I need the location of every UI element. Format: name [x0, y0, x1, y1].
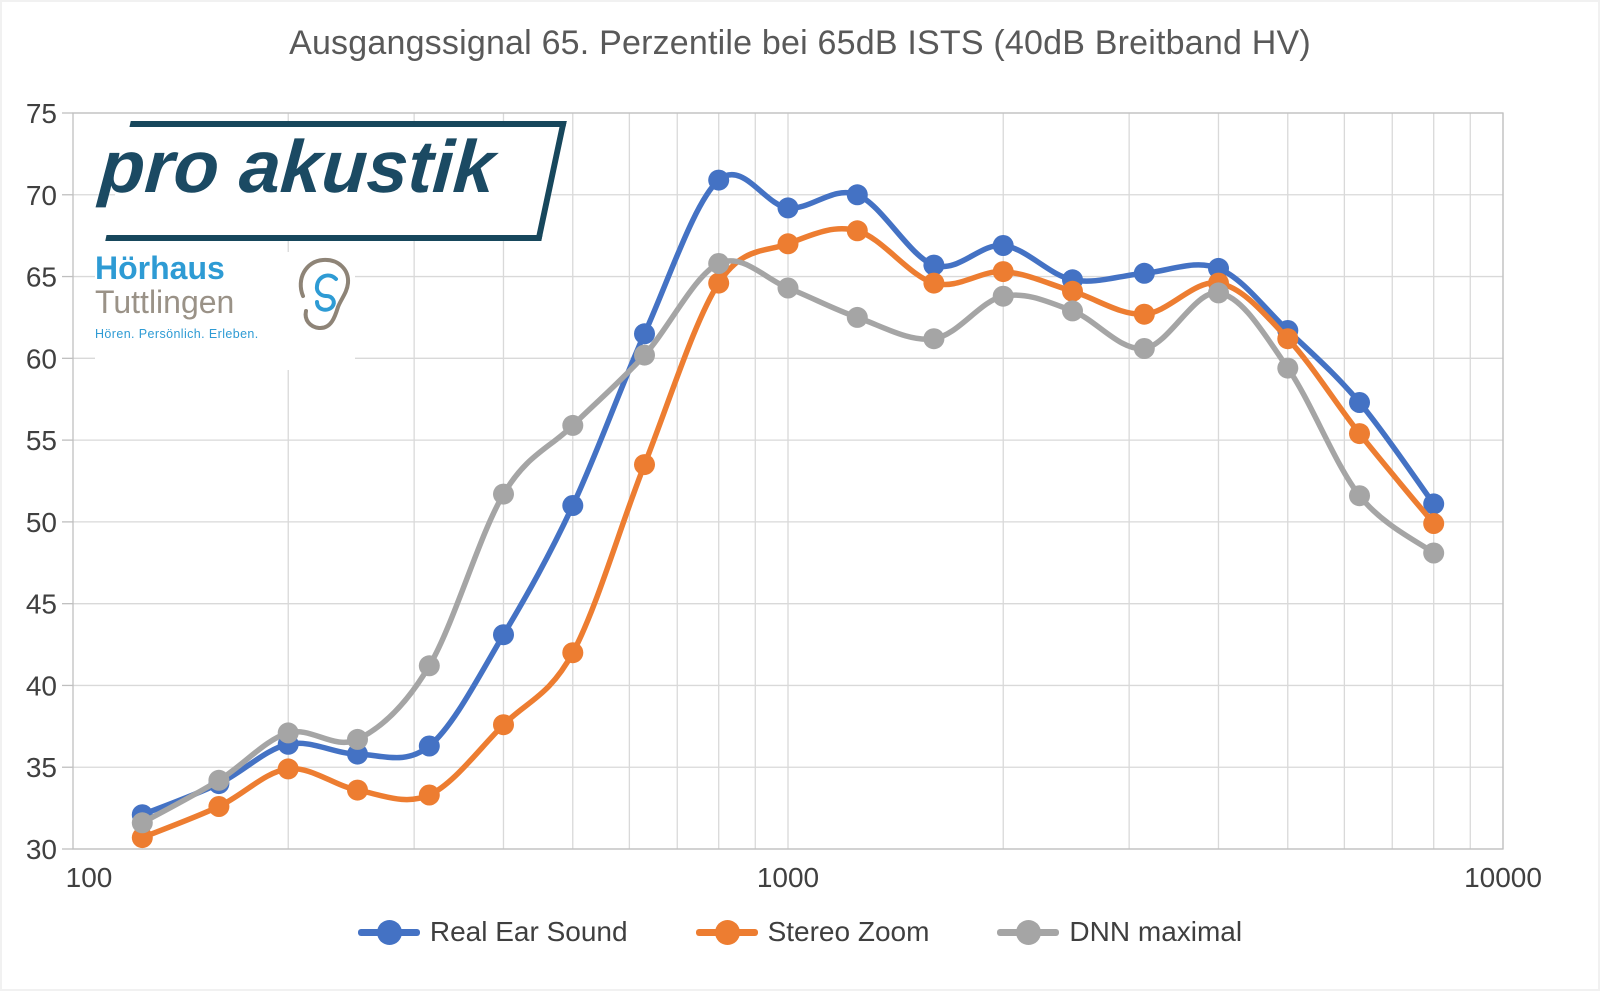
- data-point: [777, 277, 799, 299]
- data-point: [1423, 513, 1445, 534]
- x-axis-labels: 100 1000 10000: [66, 862, 1542, 893]
- data-point: [1349, 485, 1370, 507]
- legend-marker-icon: [357, 919, 420, 945]
- data-point: [131, 827, 153, 849]
- hoerhaus-tagline: Hören. Persönlich. Erleben.: [95, 327, 259, 342]
- data-point: [923, 328, 945, 350]
- data-point: [277, 758, 299, 780]
- data-point: [418, 784, 440, 806]
- svg-text:75: 75: [26, 98, 57, 129]
- data-point: [634, 344, 655, 366]
- data-point: [708, 253, 730, 274]
- svg-text:65: 65: [26, 262, 57, 293]
- data-point: [992, 285, 1014, 307]
- data-point: [634, 454, 655, 476]
- data-point: [1208, 257, 1229, 279]
- data-point: [1208, 282, 1229, 304]
- data-point: [777, 233, 799, 255]
- data-point: [923, 254, 945, 276]
- series-stereo-zoom: [131, 220, 1445, 849]
- svg-text:45: 45: [26, 589, 57, 620]
- legend-label: DNN maximal: [1069, 916, 1243, 947]
- data-point: [923, 272, 945, 294]
- data-point: [493, 483, 514, 505]
- data-point: [418, 655, 440, 677]
- svg-text:35: 35: [26, 752, 57, 783]
- data-point: [1062, 280, 1083, 302]
- data-point: [992, 235, 1014, 256]
- data-point: [208, 769, 230, 791]
- svg-text:100: 100: [66, 862, 113, 893]
- data-point: [1277, 328, 1299, 350]
- chart-legend: Real Ear Sound Stereo Zoom DNN maximal: [0, 916, 1600, 948]
- data-point: [131, 812, 153, 834]
- svg-text:10000: 10000: [1464, 862, 1542, 893]
- data-point: [277, 722, 299, 744]
- data-point: [418, 735, 440, 757]
- legend-marker-icon: [695, 919, 758, 945]
- legend-label: Stereo Zoom: [767, 916, 930, 947]
- legend-marker-icon: [997, 919, 1060, 945]
- data-point: [1423, 493, 1445, 515]
- legend-item-dnn-maximal: DNN maximal: [997, 916, 1242, 948]
- svg-text:70: 70: [26, 180, 57, 211]
- data-point: [562, 414, 584, 436]
- data-point: [347, 779, 368, 801]
- y-axis-tick-marks: [62, 112, 73, 850]
- data-point: [347, 728, 368, 750]
- legend-item-real-ear-sound: Real Ear Sound: [357, 916, 628, 948]
- hoerhaus-name: Hörhaus: [95, 250, 225, 286]
- pro-akustik-logo-text: pro akustik: [97, 125, 498, 208]
- legend-item-stereo-zoom: Stereo Zoom: [695, 916, 930, 948]
- series-dnn-maximal: [131, 253, 1445, 834]
- svg-text:55: 55: [26, 425, 57, 456]
- data-point: [1423, 542, 1445, 564]
- data-point: [493, 714, 514, 736]
- svg-text:30: 30: [26, 834, 57, 865]
- data-point: [562, 642, 584, 664]
- data-point: [992, 261, 1014, 283]
- ear-icon: [298, 257, 351, 331]
- data-point: [1277, 357, 1299, 379]
- svg-text:1000: 1000: [757, 862, 819, 893]
- data-point: [1349, 423, 1370, 445]
- svg-text:40: 40: [26, 670, 57, 701]
- hoerhaus-city: Tuttlingen: [95, 283, 235, 320]
- data-point: [708, 272, 730, 294]
- data-point: [1133, 303, 1155, 325]
- svg-text:50: 50: [26, 507, 57, 538]
- data-point: [846, 306, 868, 328]
- y-axis-labels: 30 35 40 45 50 55 60 65 70 75: [26, 98, 57, 865]
- data-point: [846, 220, 868, 242]
- data-point: [208, 796, 230, 817]
- plot-border: [72, 112, 1504, 850]
- data-point: [562, 495, 584, 516]
- data-point: [708, 169, 730, 191]
- data-point: [777, 197, 799, 219]
- data-point: [1062, 300, 1083, 322]
- data-point: [347, 743, 368, 765]
- chart-title: Ausgangssignal 65. Perzentile bei 65dB I…: [289, 24, 1311, 62]
- data-point: [634, 323, 655, 345]
- data-point: [1349, 392, 1370, 413]
- data-point: [1133, 338, 1155, 359]
- data-point: [493, 624, 514, 646]
- data-point: [1133, 262, 1155, 284]
- hoerhaus-logo: Hörhaus Tuttlingen Hören. Persönlich. Er…: [95, 250, 355, 370]
- svg-text:60: 60: [26, 343, 57, 374]
- data-point: [846, 184, 868, 206]
- legend-label: Real Ear Sound: [429, 916, 628, 947]
